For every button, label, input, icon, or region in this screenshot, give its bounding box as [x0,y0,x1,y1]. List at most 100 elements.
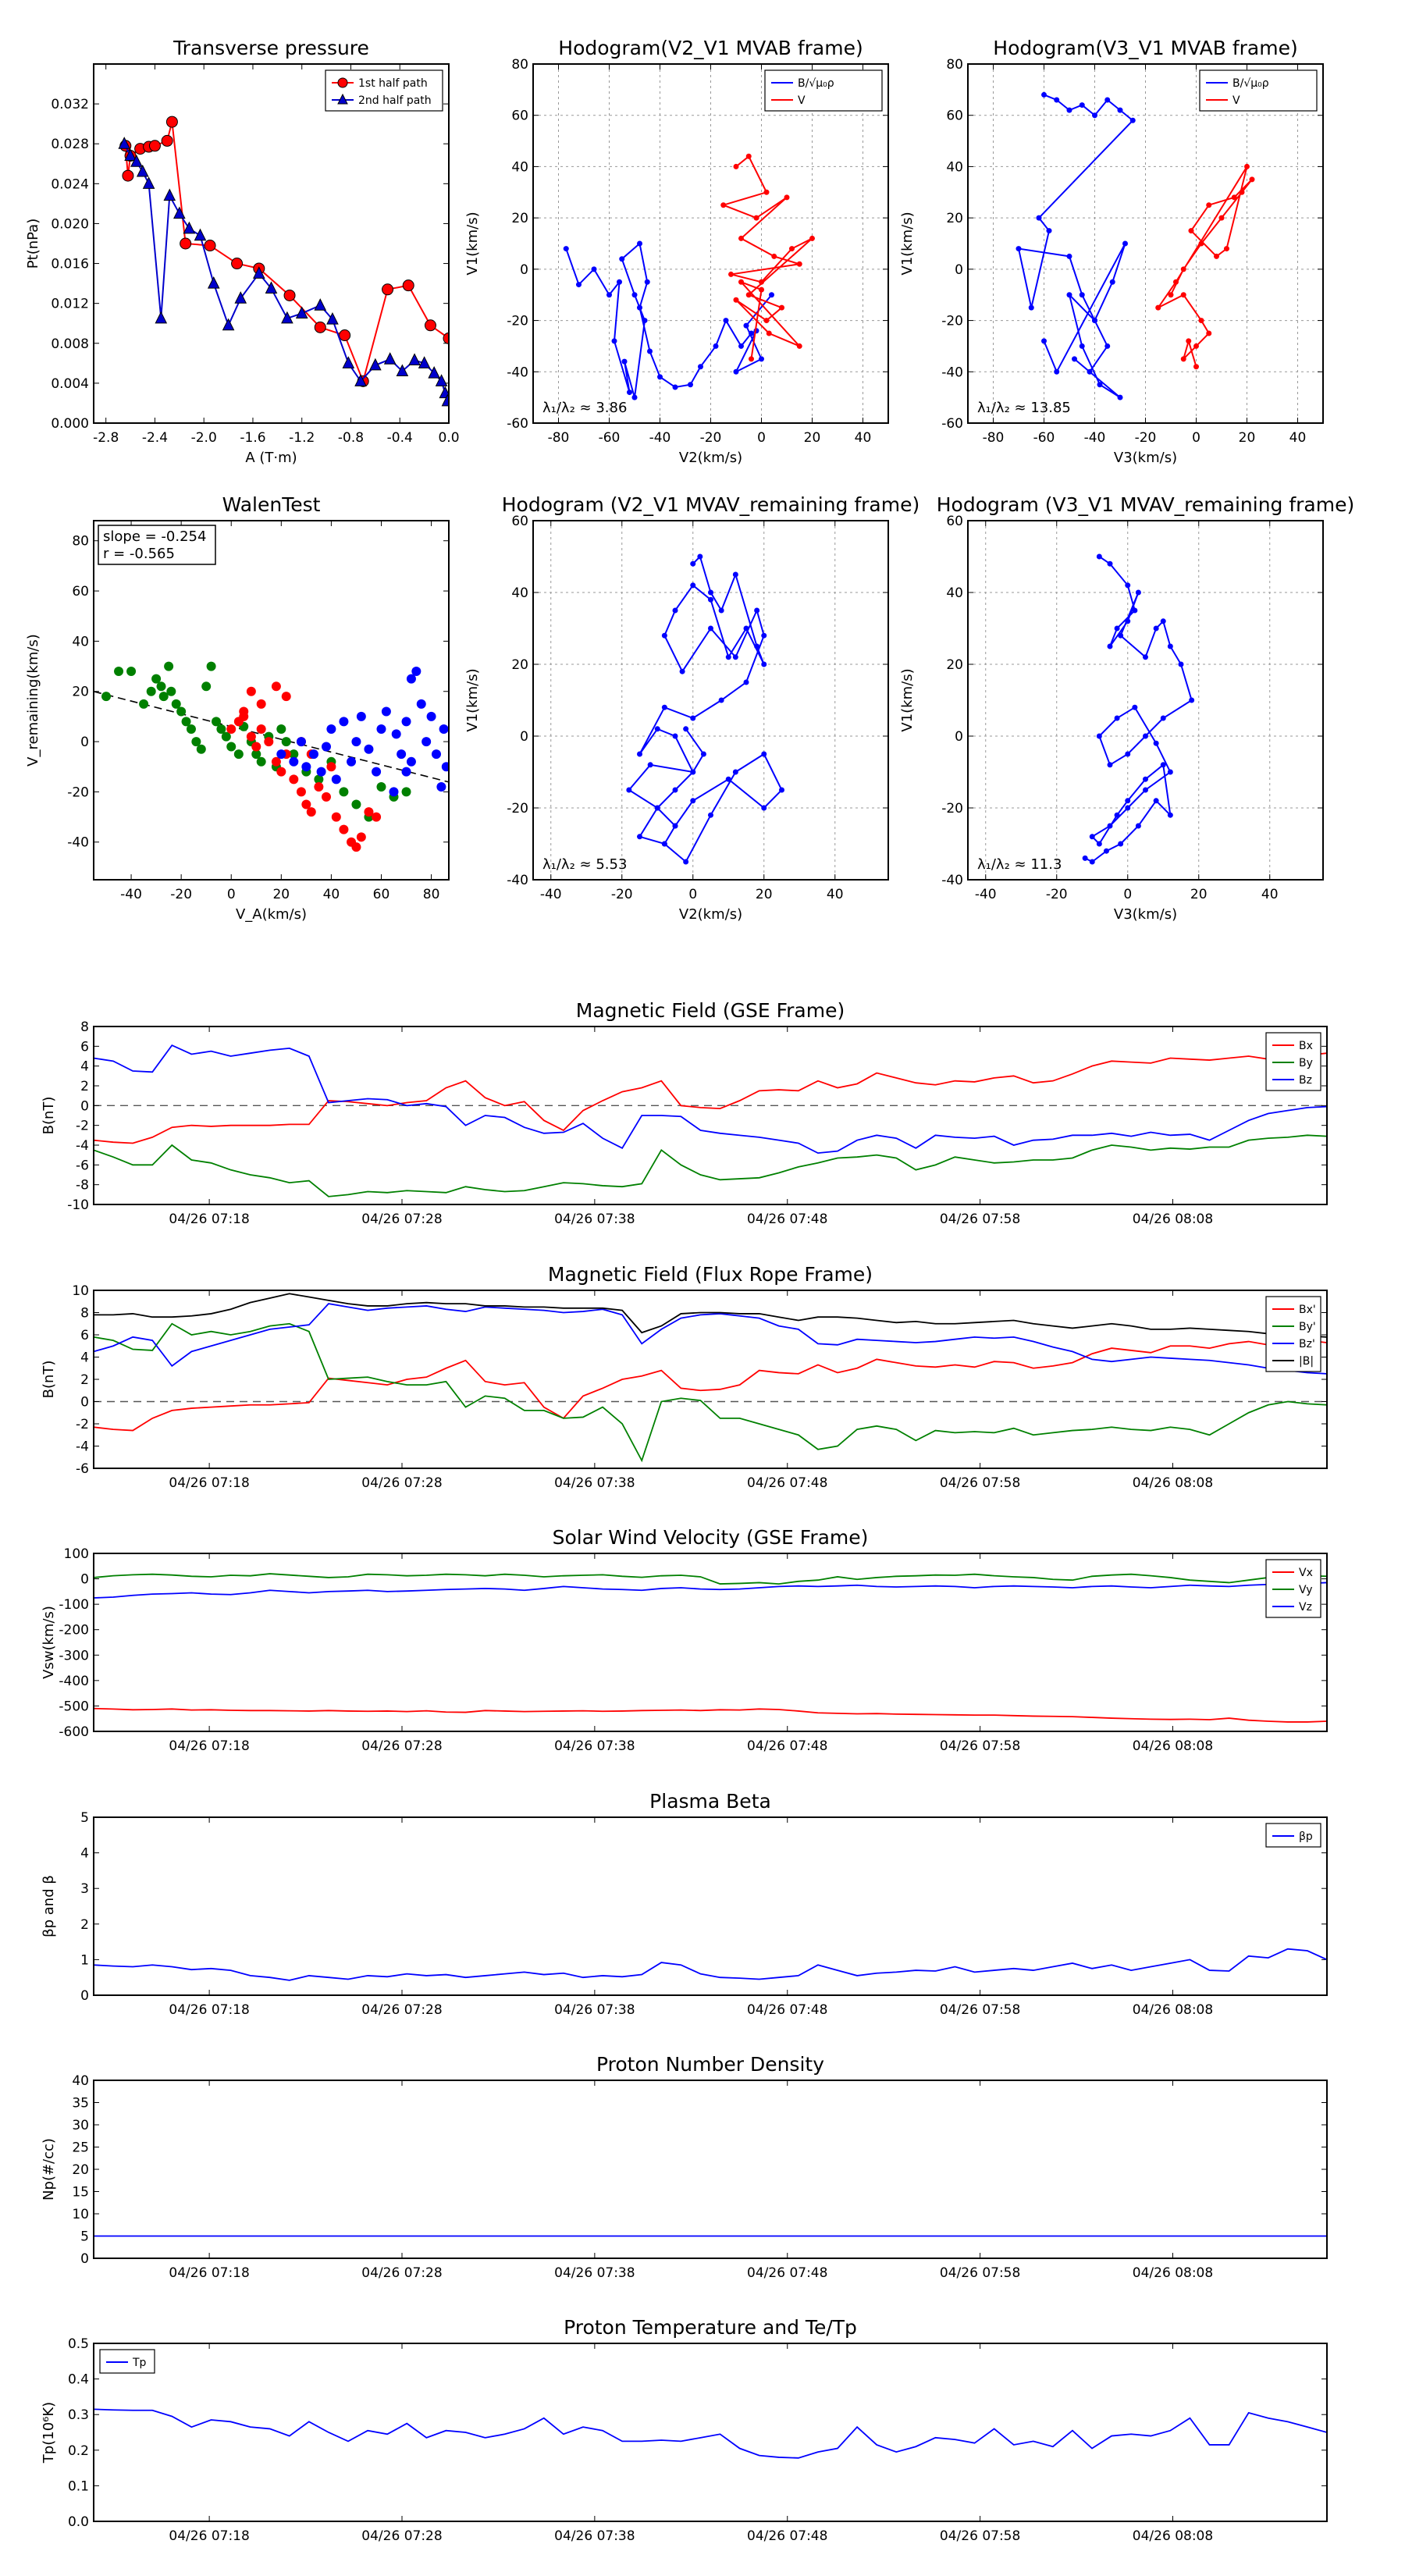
x-tick-label: 40 [323,887,340,902]
x-tick-label: 04/26 07:58 [940,2002,1020,2018]
x-tick-label: 04/26 07:18 [169,1212,249,1227]
chart-title: Hodogram(V2_V1 MVAB frame) [558,37,863,59]
series--p-line [94,1948,1327,1981]
data-point [1054,97,1060,103]
y-tick-label: -200 [59,1623,89,1638]
data-point [221,731,231,742]
data-point [1153,625,1159,632]
y-tick-label: 0 [80,1988,89,2004]
data-point [418,356,431,368]
data-point [626,787,632,793]
data-point [1096,841,1102,847]
data-point [1079,292,1085,298]
y-tick-label: -40 [941,365,963,380]
data-point [1041,338,1047,344]
data-point [142,176,155,189]
y-tick-label: 0.032 [51,97,89,112]
data-point [1160,715,1166,721]
data-point [124,148,137,162]
data-point [426,711,436,721]
plot-frame [93,1290,1328,1469]
data-point [402,279,414,292]
data-point [761,751,767,757]
y-tick-label: -60 [941,416,963,432]
x-tick-label: 04/26 07:58 [940,1475,1020,1491]
data-point [1103,848,1109,854]
data-point [314,321,326,333]
data-point [439,386,449,399]
chart-hodogram-v2v1-mvab: Hodogram(V2_V1 MVAB frame) -60 -40 -20 0 20 40… [464,37,889,466]
chart-walen-test: WalenTest -40 -20 0 20 40 60 80 -40 -20 0 20 40 60 80 V… [25,493,450,923]
y-tick-label: 4 [80,1846,89,1862]
legend-label: Vy [1299,1584,1313,1596]
y-tick-label: 0.028 [51,137,89,152]
data-point [661,841,667,847]
data-point [1135,823,1141,829]
x-tick-label: 04/26 07:48 [747,2265,827,2281]
plot-area [1016,91,1255,400]
x-tick-label: 04/26 07:38 [554,1475,635,1491]
y-axis-label: V1(km/s) [899,212,916,275]
data-point [1143,776,1148,782]
chart-transverse-pressure: Transverse pressure 0.000 0.004 0.008 0.012 0… [25,37,460,466]
data-point [443,332,449,344]
data-point [1198,318,1204,324]
data-point [631,292,638,298]
data-point [745,153,752,159]
x-axis-label: V3(km/s) [1114,906,1177,923]
data-point [246,686,256,696]
data-point [732,769,738,775]
x-tick-label: 04/26 08:08 [1133,1212,1213,1227]
data-point [351,842,361,852]
data-point [749,356,754,362]
data-point [732,571,738,578]
data-point [690,715,696,721]
data-point [339,787,349,797]
x-tick-label: -20 [1046,887,1068,902]
data-point [289,756,299,767]
x-tick-label: 04/26 07:58 [940,2528,1020,2544]
data-point [779,787,784,793]
y-tick-label: 20 [511,657,528,673]
data-point [631,394,638,400]
data-point [401,787,411,797]
data-point [647,762,653,768]
y-tick-label: 6 [80,1328,89,1343]
y-tick-label: -8 [76,1178,89,1194]
data-point [422,737,432,747]
data-point [718,607,724,614]
plot-frame [93,520,450,881]
x-axis-label: V3(km/s) [1114,450,1177,466]
data-point [1189,697,1195,703]
data-point [761,805,767,811]
data-point [761,661,767,667]
x-axis-label: A (T·m) [245,450,297,466]
data-point [1117,107,1123,113]
data-point [672,733,678,739]
data-point [372,812,382,822]
data-point [173,206,186,219]
y-tick-label: 0.008 [51,336,89,352]
y-tick-label: 0.024 [51,176,89,192]
fit-line [94,691,449,783]
data-point [759,356,764,362]
y-tick-label: 2 [80,1372,89,1388]
legend-label: Vx [1299,1567,1313,1579]
data-point [1118,841,1124,847]
x-tick-label: 04/26 07:18 [169,1475,249,1491]
data-point [728,271,734,277]
x-tick-label: 04/26 07:18 [169,2265,249,2281]
data-point [1041,91,1047,98]
data-point [738,235,744,241]
x-tick-label: 04/26 07:48 [747,1475,827,1491]
data-point [1244,163,1250,169]
y-tick-label: 10 [72,1283,89,1299]
data-point [1206,330,1212,336]
chart-title: Proton Number Density [596,2053,824,2076]
data-point [428,365,440,379]
data-point [155,311,168,324]
y-tick-label: -20 [67,785,89,800]
chart-magnetic-field-gse: Magnetic Field (GSE Frame) -10 -8 -6 -4 -2 0 2 4… [41,999,1328,1227]
x-tick-label: -60 [599,430,621,446]
plot-frame [93,2080,1328,2259]
